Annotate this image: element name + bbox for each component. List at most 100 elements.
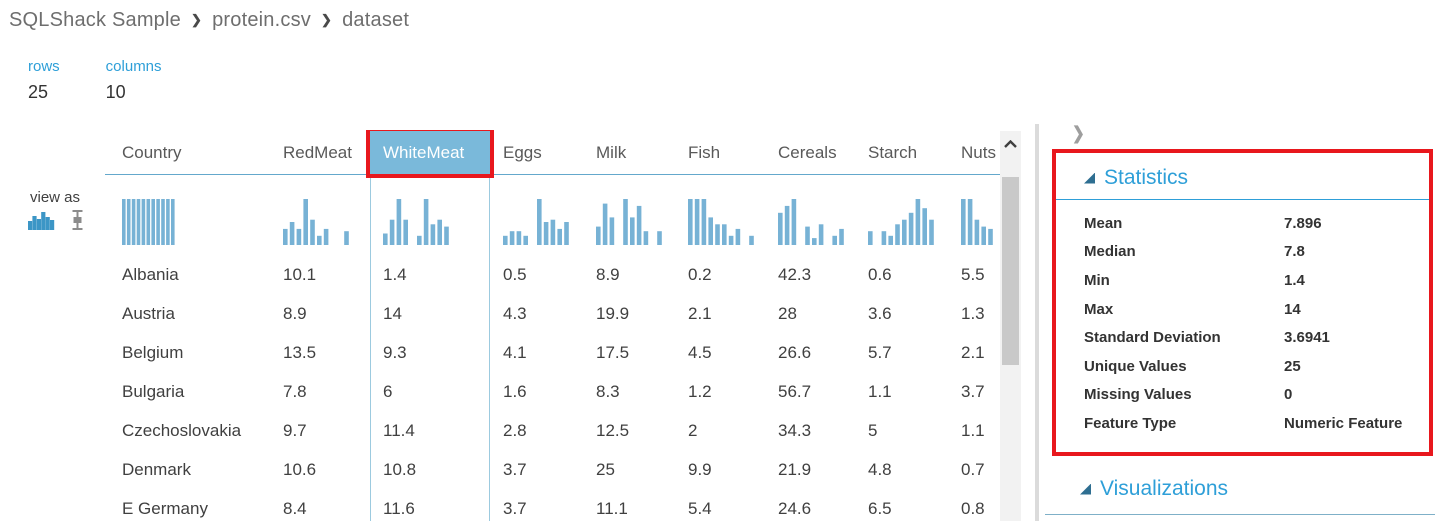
table-cell: E Germany	[122, 499, 208, 518]
table-cell: 3.6	[868, 304, 892, 323]
breadcrumb-experiment[interactable]: SQLShack Sample	[9, 9, 181, 31]
table-cell: 9.7	[283, 421, 307, 440]
stat-label: Feature Type	[1084, 414, 1177, 432]
statistics-title: Statistics	[1104, 166, 1189, 189]
column-histogram-starch[interactable]	[855, 175, 948, 255]
stat-row-standard-deviation: Standard Deviation 3.6941	[1084, 323, 1429, 352]
scroll-up-arrow-icon[interactable]	[1000, 131, 1021, 157]
table-cell: 1.2	[688, 382, 712, 401]
table-cell: 11.4	[383, 421, 415, 440]
table-cell: 17.5	[596, 343, 630, 362]
stat-value: 3.6941	[1284, 329, 1330, 347]
table-cell: 9.9	[688, 460, 712, 479]
histogram-row	[105, 175, 1000, 255]
table-cell: 4.3	[503, 304, 527, 323]
view-as-toggle	[28, 210, 84, 235]
table-cell: 5.4	[688, 499, 712, 518]
boxplot-view-icon[interactable]	[71, 210, 84, 235]
collapse-triangle-icon	[1084, 172, 1095, 184]
table-cell: 0.6	[868, 265, 892, 284]
column-header-country[interactable]: Country	[122, 143, 182, 162]
table-cell: 12.5	[596, 421, 630, 440]
table-cell: 14	[383, 304, 402, 323]
chevron-right-icon: ❯	[321, 12, 333, 27]
table-cell: 11.6	[383, 499, 415, 518]
stat-row-feature-type: Feature Type Numeric Feature	[1084, 409, 1429, 438]
column-histogram-nuts[interactable]	[948, 175, 1000, 255]
column-histogram-redmeat[interactable]	[270, 175, 370, 255]
table-cell: 0.8	[961, 499, 985, 518]
table-cell: 1.3	[961, 304, 985, 323]
table-cell: 25	[596, 460, 615, 479]
table-cell: 6.5	[868, 499, 892, 518]
table-cell: 2.1	[961, 343, 985, 362]
table-cell: 28	[778, 304, 797, 323]
visualizations-underline	[1045, 514, 1435, 515]
column-header-redmeat[interactable]: RedMeat	[283, 143, 352, 162]
column-header-cereals[interactable]: Cereals	[778, 143, 837, 162]
table-cell: 56.7	[778, 382, 812, 401]
column-header-starch[interactable]: Starch	[868, 143, 918, 162]
table-row: Denmark 10.6 10.8 3.7 25 9.9 21.9 4.8 0.7	[105, 450, 1000, 489]
column-header-nuts[interactable]: Nuts	[961, 143, 996, 162]
stat-row-max: Max 14	[1084, 295, 1429, 324]
dataset-summary: rows 25 columns 10	[28, 58, 162, 103]
table-scrollbar[interactable]	[1000, 131, 1021, 521]
table-cell: Albania	[122, 265, 179, 284]
column-histogram-cereals[interactable]	[765, 175, 855, 255]
stat-row-unique-values: Unique Values 25	[1084, 352, 1429, 381]
table-cell: 0.2	[688, 265, 712, 284]
column-histogram-eggs[interactable]	[490, 175, 583, 255]
table-row: E Germany 8.4 11.6 3.7 11.1 5.4 24.6 6.5 0.8	[105, 489, 1000, 521]
table-cell: 10.6	[283, 460, 317, 479]
columns-summary: columns 10	[106, 58, 162, 103]
column-histogram-whitemeat[interactable]	[370, 175, 490, 255]
stat-row-mean: Mean 7.896	[1084, 209, 1429, 238]
rows-summary: rows 25	[28, 58, 60, 103]
statistics-highlight-box: Statistics Mean 7.896 Median 7.8 Min 1.4 Max 14…	[1052, 149, 1433, 456]
column-header-eggs[interactable]: Eggs	[503, 143, 542, 162]
stat-value: 25	[1284, 357, 1301, 375]
table-cell: 4.5	[688, 343, 712, 362]
stat-value: 7.8	[1284, 243, 1305, 261]
column-header-fish[interactable]: Fish	[688, 143, 721, 162]
collapse-triangle-icon	[1080, 483, 1091, 495]
table-cell: Denmark	[122, 460, 191, 479]
table-cell: 8.9	[596, 265, 620, 284]
panel-collapse-icon[interactable]: ❯	[1072, 123, 1085, 144]
rows-label: rows	[28, 58, 60, 75]
column-histogram-fish[interactable]	[675, 175, 765, 255]
columns-count: 10	[105, 82, 126, 102]
statistics-list: Mean 7.896 Median 7.8 Min 1.4 Max 14 Standard De…	[1056, 200, 1429, 438]
stat-label: Min	[1084, 271, 1110, 289]
column-header-whitemeat[interactable]: WhiteMeat	[370, 130, 490, 174]
table-row: Bulgaria 7.8 6 1.6 8.3 1.2 56.7 1.1 3.7	[105, 372, 1000, 411]
table-cell: 6	[383, 382, 393, 401]
panel-divider	[1035, 124, 1039, 521]
table-cell: 0.5	[503, 265, 527, 284]
table-cell: Belgium	[122, 343, 184, 362]
column-histogram-country[interactable]	[105, 175, 270, 255]
column-header-milk[interactable]: Milk	[596, 143, 627, 162]
table-cell: 11.1	[596, 499, 628, 518]
table-header: Country RedMeat WhiteMeat Eggs Milk Fish Cerea…	[105, 130, 1000, 175]
column-histogram-milk[interactable]	[583, 175, 675, 255]
table-cell: 8.9	[283, 304, 307, 323]
table-cell: Czechoslovakia	[122, 421, 242, 440]
table-row: Albania 10.1 1.4 0.5 8.9 0.2 42.3 0.6 5.5	[105, 255, 1000, 294]
table-cell: 26.6	[778, 343, 812, 362]
table-cell: 5	[868, 421, 878, 440]
breadcrumb-dataset-file[interactable]: protein.csv	[212, 9, 311, 31]
statistics-section-header[interactable]: Statistics	[1056, 153, 1429, 190]
histogram-view-icon[interactable]	[28, 212, 55, 235]
right-panel: ❯ Statistics Mean 7.896 Median 7.8 Min 1.4 Max…	[1045, 123, 1435, 521]
table-cell: 7.8	[283, 382, 307, 401]
visualizations-section-header[interactable]: Visualizations	[1080, 477, 1228, 501]
stat-value: 7.896	[1284, 214, 1322, 232]
view-as-label: view as	[30, 189, 81, 206]
scrollbar-thumb[interactable]	[1002, 177, 1019, 365]
table-cell: 8.4	[283, 499, 307, 518]
chevron-right-icon: ❯	[190, 12, 203, 27]
table-cell: 0.7	[961, 460, 985, 479]
breadcrumb-view[interactable]: dataset	[342, 9, 410, 31]
